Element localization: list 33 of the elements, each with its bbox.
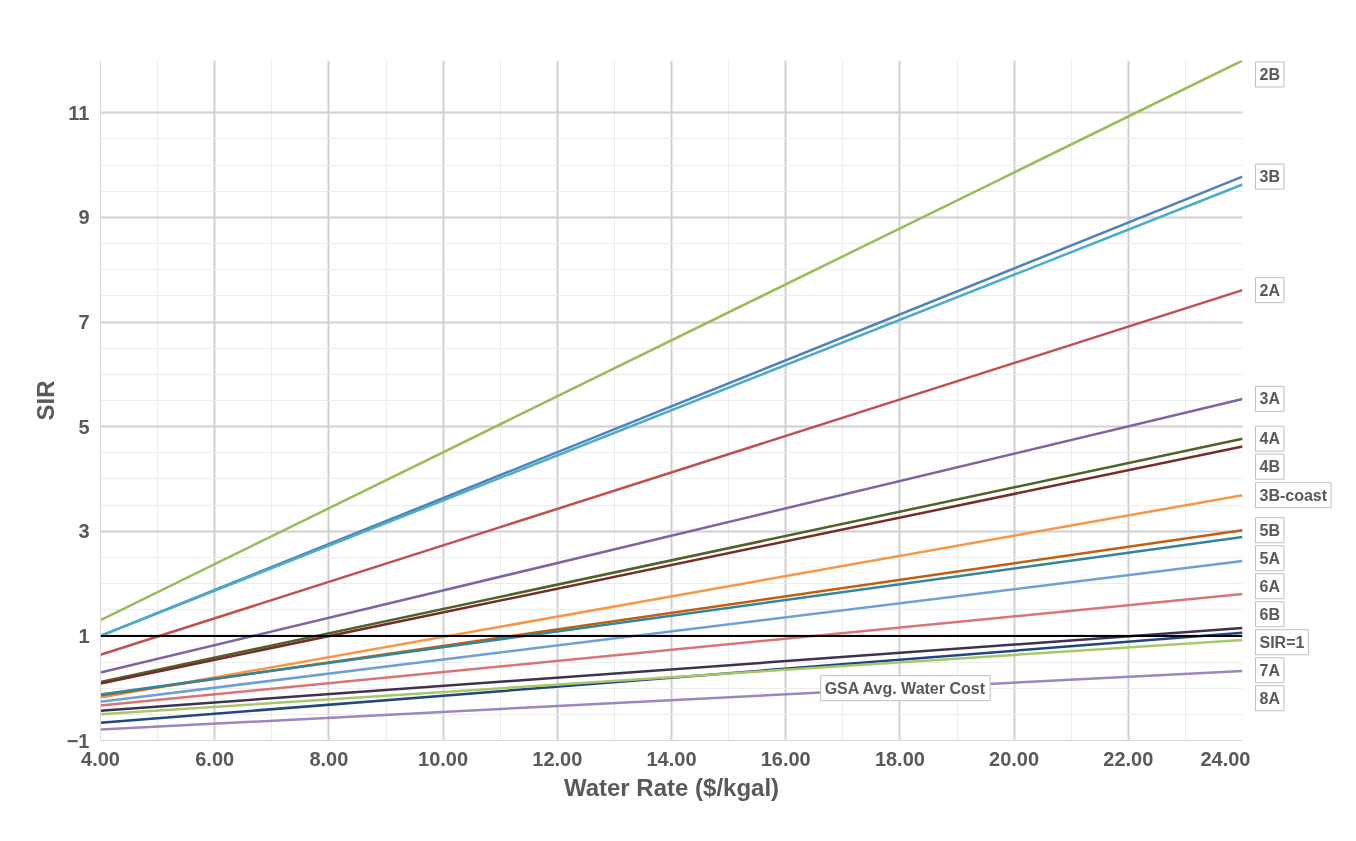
x-tick-label: 24.00 (1200, 747, 1251, 770)
x-tick-label: 6.00 (195, 747, 235, 770)
y-tick-label: 11 (68, 101, 90, 124)
x-tick-label: 12.00 (532, 747, 583, 770)
x-tick-label: 20.00 (989, 747, 1040, 770)
series-label: 6A (1259, 577, 1281, 595)
annotation: GSA Avg. Water Cost (824, 679, 986, 697)
y-tick-label: 5 (78, 415, 90, 438)
series-label: 8A (1259, 689, 1281, 707)
x-tick-label: 22.00 (1103, 747, 1154, 770)
series-label: 5A (1259, 549, 1281, 567)
y-tick-label: 3 (78, 520, 90, 543)
x-axis-title: Water Rate ($/kgal) (563, 773, 780, 801)
series-label: 4A (1259, 430, 1281, 448)
x-tick-label: 14.00 (646, 747, 697, 770)
series-label: 3B-coast (1259, 486, 1328, 504)
y-tick-label: 1 (78, 624, 90, 647)
ref-line-label: SIR=1 (1259, 633, 1305, 651)
x-tick-label: 16.00 (760, 747, 811, 770)
x-tick-label: 8.00 (309, 747, 349, 770)
y-tick-label: 7 (78, 311, 90, 334)
series-label: 5B (1259, 521, 1280, 539)
y-tick-label: 9 (78, 206, 90, 229)
series-label: 3B (1259, 168, 1280, 186)
series-label: 2A (1259, 281, 1281, 299)
y-axis-title: SIR (31, 380, 59, 421)
series-label: 7A (1259, 661, 1281, 679)
series-label: 2B (1259, 66, 1280, 83)
x-tick-label: 18.00 (874, 747, 925, 770)
series-label: 4B (1259, 458, 1280, 476)
series-label: 3A (1259, 390, 1281, 408)
series-label: 6B (1259, 605, 1280, 623)
x-tick-label: 10.00 (418, 747, 469, 770)
